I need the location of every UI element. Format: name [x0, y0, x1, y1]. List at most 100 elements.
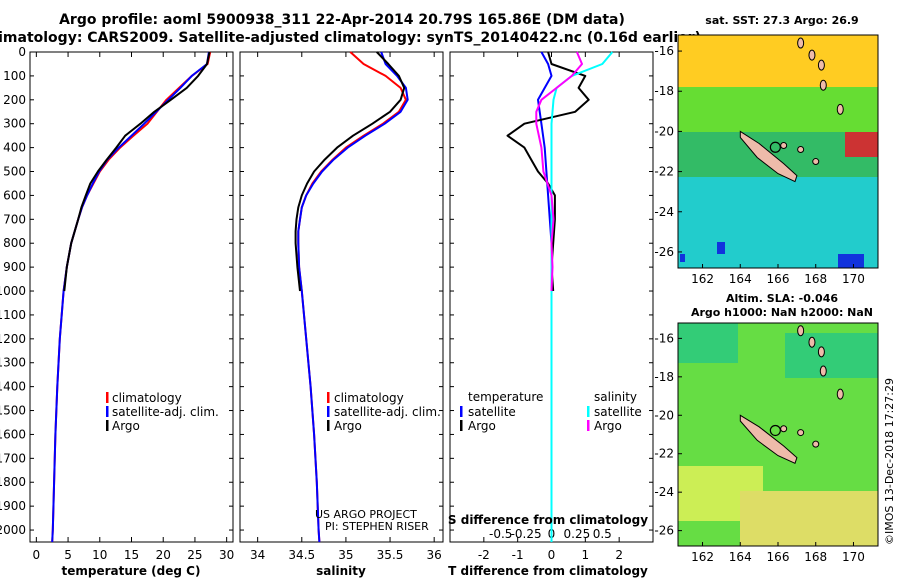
legend-label-sal-argo: Argo — [594, 419, 622, 433]
map-lat-label: -24 — [654, 485, 674, 499]
map-lon-label: 162 — [691, 550, 714, 564]
map-lon-label: 168 — [804, 272, 827, 286]
sst-map-label: sat. SST: 27.3 Argo: 26.9 — [705, 14, 858, 27]
profile-location-marker — [769, 424, 781, 437]
depth-tick-label: 700 — [3, 212, 26, 226]
x-tick-label: 0 — [548, 548, 556, 562]
temperature-argo-line — [63, 51, 211, 292]
temperature-satellite-adj-clim-line — [51, 51, 210, 543]
profile-location-marker — [769, 141, 781, 153]
map-lat-label: -26 — [654, 524, 674, 538]
vanuatu-island — [819, 79, 827, 91]
legend-swatch-argo — [327, 420, 330, 431]
temperature-panel — [29, 51, 234, 543]
x-tick-label: 35.5 — [377, 548, 404, 562]
legend-swatch-satellite — [327, 406, 330, 417]
map-lat-label: -16 — [654, 44, 674, 58]
sst-cold-patch — [838, 254, 864, 268]
depth-tick-label: 0 — [18, 45, 26, 59]
vanuatu-island — [817, 59, 825, 71]
legend-swatch-sal-argo — [587, 420, 590, 431]
depth-tick-label: 900 — [3, 260, 26, 274]
x-tick-label: 5 — [64, 548, 72, 562]
map-lon-label: 170 — [842, 272, 865, 286]
x-tick-label: 34.5 — [288, 548, 315, 562]
legend-label-temp-satellite: satellite — [468, 405, 516, 419]
map-lon-label: 162 — [691, 272, 714, 286]
depth-axis: 0 100 200 300 400 500 600 700 800 900 1000 1100 1200… — [0, 45, 653, 537]
legend-swatch-sal-satellite — [587, 406, 590, 417]
sst-warm-band — [678, 35, 878, 87]
depth-tick-label: 600 — [3, 188, 26, 202]
vanuatu-island — [808, 49, 816, 61]
vanuatu-island — [819, 365, 827, 377]
x-tick-label: 34 — [250, 548, 265, 562]
legend-label-argo: Argo — [112, 419, 140, 433]
title-line1: Argo profile: aoml 5900938_311 22-Apr-20… — [59, 12, 625, 28]
x-tick-label: 35 — [338, 548, 353, 562]
depth-tick-label: 200 — [3, 93, 26, 107]
salinity-xlabel: salinity — [316, 564, 366, 578]
sst-warm-patch — [845, 132, 878, 157]
difference-xlabel: T difference from climatology — [448, 564, 648, 578]
legend-label-argo: Argo — [334, 419, 362, 433]
vanuatu-island — [836, 103, 844, 115]
legend-label-satellite: satellite-adj. clim. — [334, 405, 441, 419]
temperature-legend: climatology satellite-adj. clim. Argo — [106, 391, 219, 433]
loyalty-island — [812, 440, 820, 448]
x-tick2-label: 0.5 — [593, 527, 612, 541]
map-lon-label: 170 — [842, 550, 865, 564]
vanuatu-island — [797, 325, 805, 337]
loyalty-island — [797, 429, 805, 437]
map-lon-label: 166 — [767, 550, 790, 564]
x-tick-label: 0 — [33, 548, 41, 562]
depth-tick-label: 1900 — [0, 499, 26, 513]
depth-tick-label: 1700 — [0, 451, 26, 465]
profile-lines — [51, 51, 614, 543]
vanuatu-island — [808, 336, 816, 348]
loyalty-island — [797, 145, 805, 153]
legend-title-temperature: temperature — [468, 390, 543, 404]
depth-tick-label: 800 — [3, 236, 26, 250]
legend-swatch-satellite — [106, 406, 109, 417]
loyalty-island — [780, 425, 788, 433]
credit-line2: PI: STEPHEN RISER — [325, 520, 429, 533]
legend-title-salinity: salinity — [594, 390, 637, 404]
legend-swatch-temp-satellite — [460, 406, 463, 417]
difference-legend: temperature satellite Argo salinity sate… — [460, 390, 642, 433]
x-tick2-label: 0.25 — [564, 527, 591, 541]
map-lat-label: -22 — [654, 447, 674, 461]
depth-tick-label: 1600 — [0, 427, 26, 441]
legend-swatch-argo — [106, 420, 109, 431]
map-lon-label: 166 — [767, 272, 790, 286]
sla-map-label2: Argo h1000: NaN h2000: NaN — [691, 306, 873, 319]
sla-low-patch — [785, 333, 878, 378]
sla-map: 162 164 166 168 170 -16 -18 -20 -22 -24 -26 — [654, 322, 879, 564]
depth-tick-label: 300 — [3, 117, 26, 131]
x-tick-label: -1 — [512, 548, 524, 562]
new-caledonia-landmass — [739, 130, 798, 183]
x-tick-label: 36 — [427, 548, 442, 562]
loyalty-island — [780, 141, 788, 149]
x-tick2-label: -0.5 — [489, 527, 512, 541]
map-lat-label: -26 — [654, 245, 674, 259]
depth-tick-label: 1200 — [0, 332, 26, 346]
new-caledonia-landmass — [739, 414, 798, 464]
legend-swatch-temp-argo — [460, 420, 463, 431]
sla-high-patch — [740, 491, 878, 546]
x-tick-label: -2 — [478, 548, 490, 562]
sla-low-patch — [678, 323, 738, 363]
map-lat-label: -18 — [654, 370, 674, 384]
sla-map-label1: Altim. SLA: -0.046 — [726, 292, 838, 305]
loyalty-island — [812, 158, 820, 166]
depth-tick-label: 100 — [3, 69, 26, 83]
difference-temperature-satellite-line — [537, 51, 553, 542]
x-tick-label: 2 — [615, 548, 623, 562]
map-lat-label: -24 — [654, 205, 674, 219]
x-tick-label: 25 — [187, 548, 202, 562]
legend-label-climatology: climatology — [334, 391, 404, 405]
depth-tick-label: 1400 — [0, 380, 26, 394]
legend-swatch-climatology — [327, 392, 330, 403]
